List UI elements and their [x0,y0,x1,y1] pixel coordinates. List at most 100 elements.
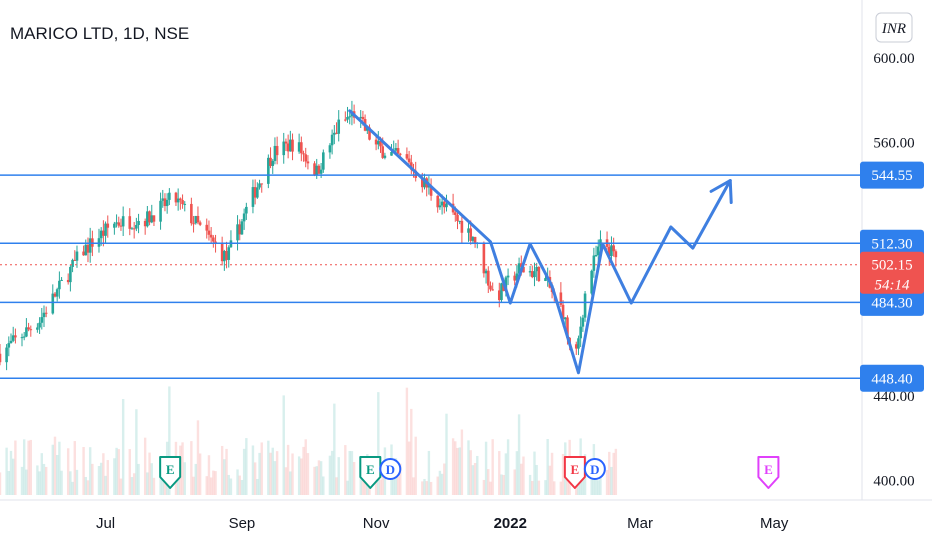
candle-body [51,293,55,314]
volume-bar [242,448,246,495]
volume-bar [484,441,488,495]
earnings-marker-shape[interactable] [159,456,182,489]
candle-body [396,148,400,154]
volume-bar [22,439,26,495]
volume-bar [317,460,321,495]
volume-bar [240,479,244,495]
candle-body [205,224,209,231]
volume-bar [183,462,186,495]
earnings-marker[interactable]: E [359,456,382,489]
earnings-marker[interactable]: E [757,456,780,489]
candle-body [440,201,444,206]
volume-bar [0,472,2,495]
volume-bar [473,463,477,495]
volume-bar [608,451,611,495]
candle-body [38,322,41,328]
volume-bar [220,445,224,495]
dividend-marker-shape[interactable] [379,458,402,480]
candle-body [421,177,424,188]
time-tick-label: May [760,515,789,532]
candle-body [381,146,385,158]
candle-body [130,228,134,230]
candle-body [414,170,418,178]
candle-body [282,141,286,156]
last-price-badge-bg [860,251,924,294]
volume-bar [25,469,28,495]
earnings-marker-shape[interactable] [757,456,780,489]
volume-bar [300,458,303,495]
candle-body [58,280,61,290]
candle-body [330,134,334,146]
volume-bar [610,466,613,495]
earnings-marker[interactable]: E [159,456,182,489]
candle-body [190,203,193,224]
candle-body [399,153,402,155]
candle-body [227,247,231,260]
level-badge: 448.40 [860,364,924,392]
volume-bar [489,481,492,495]
candle-body [22,336,26,338]
currency-button[interactable]: INR [875,12,913,43]
candle-body [240,221,244,235]
volume-bar [289,471,292,495]
volume-bar [119,478,123,495]
volume-bar [192,476,195,495]
zigzag-projection-line[interactable] [348,109,732,375]
candle-body [225,251,228,260]
volume-bar [198,453,202,495]
candle-body [438,205,442,208]
volume-bar [269,452,272,495]
candle-body [82,251,85,256]
candle-body [361,116,365,120]
volume-bar [82,446,85,495]
volume-bar [440,473,444,495]
volume-bar [9,450,13,495]
earnings-marker[interactable]: E [563,456,586,489]
candle-body [0,353,2,363]
horizontal-levels[interactable] [0,174,862,380]
volume-bar [476,455,479,495]
candle-body [337,119,341,134]
price-axis-ticks: 400.00 440.00 560.00 600.00 [873,51,914,490]
candle-body [137,220,140,225]
volume-bar [359,467,362,495]
dividend-marker[interactable]: D [379,458,402,480]
candle-body [99,230,103,239]
candle-body [36,327,39,330]
candle-body [467,228,470,233]
volume-bar [146,472,149,495]
trend-drawing[interactable] [348,109,733,375]
candle-body [209,234,213,238]
candle-body [484,270,488,274]
candle-body [53,293,57,297]
projection-arrowhead[interactable] [709,179,733,205]
candle-body [377,141,380,145]
candle-body [394,148,398,151]
currency-label: INR [881,21,906,37]
volume-bar [130,477,134,495]
earnings-marker-shape[interactable] [563,456,586,489]
volume-bar [344,445,347,495]
candle-body [423,178,426,188]
level-badge: 484.30 [860,288,924,316]
candle-body [513,275,516,281]
volume-bar [399,463,402,495]
volume-bar [104,475,107,495]
dividend-marker-shape[interactable] [583,458,606,480]
candle-body [333,132,336,135]
volume-bar [548,465,552,495]
currency-button-frame[interactable] [875,12,913,43]
candle-body [561,304,565,320]
volume-bar [533,451,536,495]
volume-bar [97,466,101,495]
volume-bar [319,461,323,495]
earnings-marker-shape[interactable] [359,456,382,489]
candle-body [535,266,538,272]
volume-bar [271,447,274,495]
candle-body [132,228,136,230]
candle-body [271,160,275,166]
volume-bar [423,478,426,495]
dividend-marker[interactable]: D [583,458,606,480]
